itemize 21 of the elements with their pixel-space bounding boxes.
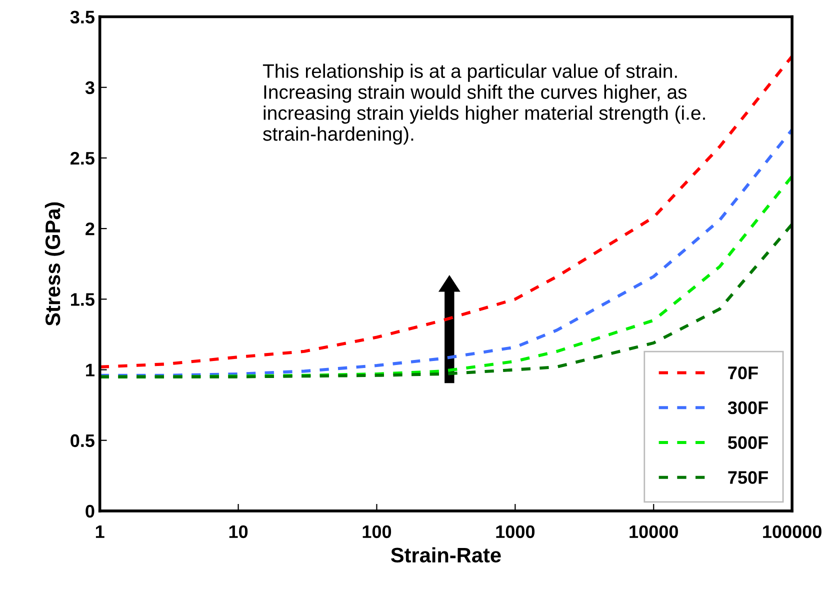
y-tick-label: 1.5 (71, 293, 94, 306)
x-axis-title: Strain-Rate (390, 547, 501, 563)
y-tick-label: 0.5 (70, 434, 94, 448)
annotation: This relationship is at a particular value of strain. Increasing strain would shift the curves higher, as increasing strain yields higher material strength (i.e. strain-hardening). (262, 64, 705, 145)
x-tick-label: 1000 (496, 525, 535, 538)
legend-label: 500F (728, 436, 768, 450)
y-tick-label: 1 (86, 364, 94, 376)
y-tick-label: 2.5 (70, 152, 94, 165)
x-tick-label: 1 (96, 526, 104, 538)
y-tick-label: 0 (86, 504, 94, 518)
x-tick-label: 100 (362, 525, 392, 538)
y-tick-label: 2 (86, 222, 94, 236)
legend-label: 750F (728, 471, 768, 484)
x-tick-label: 10 (229, 525, 248, 538)
y-axis-title: Stress (GPa) (44, 202, 64, 326)
y-tick-label: 3.5 (70, 10, 94, 24)
legend-label: 70F (728, 366, 758, 380)
y-tick-label: 3 (85, 81, 94, 94)
x-tick-label: 10000 (630, 525, 678, 538)
x-tick-label: 100000 (763, 525, 822, 538)
legend-label: 300F (728, 401, 768, 414)
